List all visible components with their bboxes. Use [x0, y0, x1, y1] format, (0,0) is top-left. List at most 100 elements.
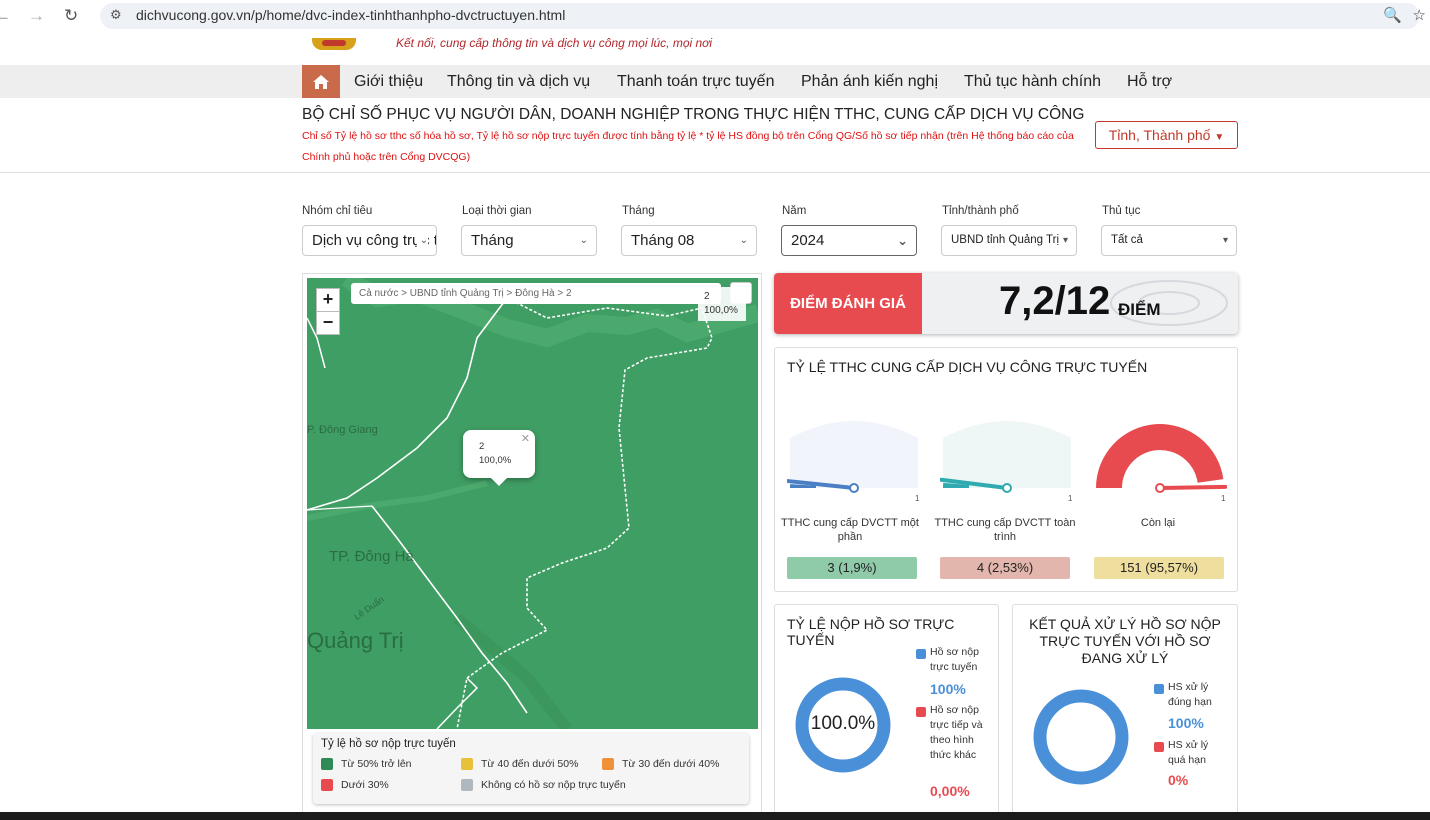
menu-thu-tuc[interactable]: Thủ tục hành chính [964, 73, 1101, 90]
browser-toolbar: ← → ↻ ⚙ dichvucong.gov.vn/p/home/dvc-ind… [0, 0, 1430, 32]
menu-gioi-thieu[interactable]: Giới thiệu [354, 73, 424, 90]
legend-online-label: Hồ sơ nộp trực tuyến [930, 646, 979, 673]
score-panel: ĐIỂM ĐÁNH GIÁ 7,2/12 ĐIỂM [774, 273, 1238, 334]
gauge-needle [940, 477, 1009, 490]
filter-group-select[interactable]: Dịch vụ công trực tuyến ⌄ [302, 225, 437, 256]
gauge-background [943, 421, 1071, 488]
score-value: 7,2/12 [999, 279, 1111, 323]
region-dropdown-button[interactable]: Tỉnh, Thành phố ▼ [1095, 121, 1238, 149]
processing-card-title: KẾT QUẢ XỬ LÝ HỒ SƠ NỘP TRỰC TUYẾN VỚI H… [1029, 616, 1221, 666]
filter-month-select[interactable]: Tháng 08 ⌄ [621, 225, 757, 256]
address-bar[interactable]: ⚙ dichvucong.gov.vn/p/home/dvc-index-tin… [100, 3, 1426, 29]
site-logo[interactable] [312, 38, 356, 50]
gauge-hub [1155, 483, 1165, 493]
chevron-down-icon: ⌄ [416, 226, 428, 255]
legend-item-label: Từ 50% trở lên [341, 758, 412, 770]
filter-year-select[interactable]: 2024 ⌄ [781, 225, 917, 256]
filter-province-value: UBND tỉnh Quảng Trị [951, 234, 1060, 246]
forward-icon[interactable]: → [28, 6, 45, 25]
home-button[interactable] [302, 65, 340, 98]
map-info-box: 2 100,0% [698, 287, 746, 321]
legend-swatch [321, 779, 333, 791]
dvctt-rate-card: TỶ LỆ TTHC CUNG CẤP DỊCH VỤ CÔNG TRỰC TU… [774, 347, 1238, 592]
page-subtitle: Chỉ số Tỷ lệ hồ sơ tthc số hóa hồ sơ, Tỷ… [302, 130, 1074, 163]
os-taskbar [0, 812, 1430, 820]
gauge-value-arc [1096, 423, 1224, 488]
close-icon[interactable]: ✕ [520, 433, 530, 445]
gauge-full: 1 [940, 421, 1073, 503]
choropleth-map[interactable]: P. Đông Giang TP. Đông Hà Quảng Trị Lê D… [307, 278, 758, 729]
map-info-name: 2 [704, 291, 710, 302]
legend-swatch [461, 758, 473, 770]
dvctt-card-title: TỶ LỆ TTHC CUNG CẤP DỊCH VỤ CÔNG TRỰC TU… [787, 359, 1148, 375]
filter-procedure-value: Tất cả [1111, 234, 1143, 246]
legend-swatch [321, 758, 333, 770]
legend-on-time-label: HS xử lý đúng hạn [1168, 681, 1212, 708]
legend-title: Tỷ lệ hồ sơ nộp trực tuyến [321, 738, 456, 750]
reload-icon[interactable]: ↻ [64, 6, 79, 25]
legend-swatch [1154, 684, 1164, 694]
page-title: BỘ CHỈ SỐ PHỤC VỤ NGƯỜI DÂN, DOANH NGHIỆ… [302, 106, 1085, 123]
gauge-caption-full: TTHC cung cấp DVCTT toàn trình [934, 517, 1076, 543]
bookmark-star-icon[interactable]: ☆ [1412, 7, 1426, 24]
chevron-down-icon: ⌄ [579, 235, 588, 246]
url-text[interactable]: dichvucong.gov.vn/p/home/dvc-index-tinht… [136, 7, 566, 23]
gauge-partial: 1 [787, 421, 920, 503]
donut-segment-online [795, 677, 891, 773]
filter-year-value: 2024 [791, 232, 825, 249]
filter-month-label: Tháng [622, 205, 655, 217]
site-settings-icon[interactable]: ⚙ [110, 7, 122, 22]
chevron-down-icon: ⌄ [739, 235, 748, 246]
menu-phan-anh[interactable]: Phản ánh kiến nghị [801, 73, 938, 90]
legend-item-label: Từ 30 đến dưới 40% [622, 758, 720, 770]
legend-offline-pct: 0,00% [930, 783, 970, 799]
legend-on-time-pct: 100% [1168, 715, 1204, 731]
filter-procedure-label: Thủ tục [1102, 205, 1141, 217]
popup-value: 100,0% [479, 455, 512, 466]
caret-down-icon: ▼ [1214, 132, 1225, 143]
menu-thanh-toan[interactable]: Thanh toán trực tuyến [617, 73, 775, 90]
legend-item-label: Không có hồ sơ nộp trực tuyến [481, 779, 626, 791]
gauge-max-label: 1 [915, 494, 920, 503]
gauge-max-label: 1 [1068, 494, 1073, 503]
legend-swatch [461, 779, 473, 791]
score-unit: ĐIỂM [1118, 300, 1161, 319]
legend-offline-label: Hồ sơ nộp trực tiếp và theo hình thức kh… [930, 704, 983, 761]
legend-swatch [916, 649, 926, 659]
legend-swatch [916, 707, 926, 717]
donut-center-text: 100.0% [810, 713, 876, 734]
submission-card-title: TỶ LỆ NỘP HỒ SƠ TRỰC TUYẾN [787, 616, 955, 648]
legend-item-label: Từ 40 đến dưới 50% [481, 758, 579, 770]
gauge-value-partial: 3 (1,9%) [787, 557, 917, 579]
map-info-value: 100,0% [704, 305, 738, 316]
map-boundaries [307, 278, 758, 729]
legend-online-pct: 100% [930, 681, 966, 697]
drum-watermark-icon [1110, 280, 1228, 326]
gauge-caption-partial: TTHC cung cấp DVCTT một phần [781, 517, 919, 543]
popup-name: 2 [479, 441, 485, 452]
zoom-icon[interactable]: 🔍 [1383, 7, 1402, 24]
zoom-out-button[interactable]: − [316, 311, 340, 335]
filter-time-select[interactable]: Tháng ⌄ [461, 225, 597, 256]
filter-province-label: Tỉnh/thành phố [942, 205, 1019, 217]
map-legend: Tỷ lệ hồ sơ nộp trực tuyến Từ 50% trở lê… [313, 733, 749, 804]
map-breadcrumb[interactable]: Cả nước > UBND tỉnh Quảng Trị > Đông Hà … [351, 283, 721, 304]
zoom-in-button[interactable]: + [316, 288, 340, 312]
filter-province-select[interactable]: UBND tỉnh Quảng Trị ▾ [941, 225, 1077, 256]
online-submission-card: TỶ LỆ NỘP HỒ SƠ TRỰC TUYẾN 100.0% Hồ sơ … [774, 604, 999, 820]
gauge-caption-remaining: Còn lại [1140, 517, 1176, 529]
divider [0, 172, 1430, 173]
gauge-value-remaining: 151 (95,57%) [1094, 557, 1224, 579]
map-label-dong-giang: P. Đông Giang [307, 424, 378, 436]
filter-month-value: Tháng 08 [631, 232, 695, 249]
filter-group-value: Dịch vụ công trực tuyến [312, 232, 436, 249]
menu-thong-tin-dich-vu[interactable]: Thông tin và dịch vụ [447, 73, 591, 90]
legend-overdue-label: HS xử lý quá hạn [1168, 739, 1209, 766]
menu-ho-tro[interactable]: Hỗ trợ [1127, 73, 1173, 90]
processing-result-card: KẾT QUẢ XỬ LÝ HỒ SƠ NỘP TRỰC TUYẾN VỚI H… [1012, 604, 1238, 820]
legend-item-label: Dưới 30% [341, 779, 389, 791]
back-icon[interactable]: ← [0, 6, 11, 25]
filter-procedure-select[interactable]: Tất cả ▾ [1101, 225, 1237, 256]
home-icon [313, 74, 329, 89]
map-label-dong-ha: TP. Đông Hà [329, 548, 414, 565]
